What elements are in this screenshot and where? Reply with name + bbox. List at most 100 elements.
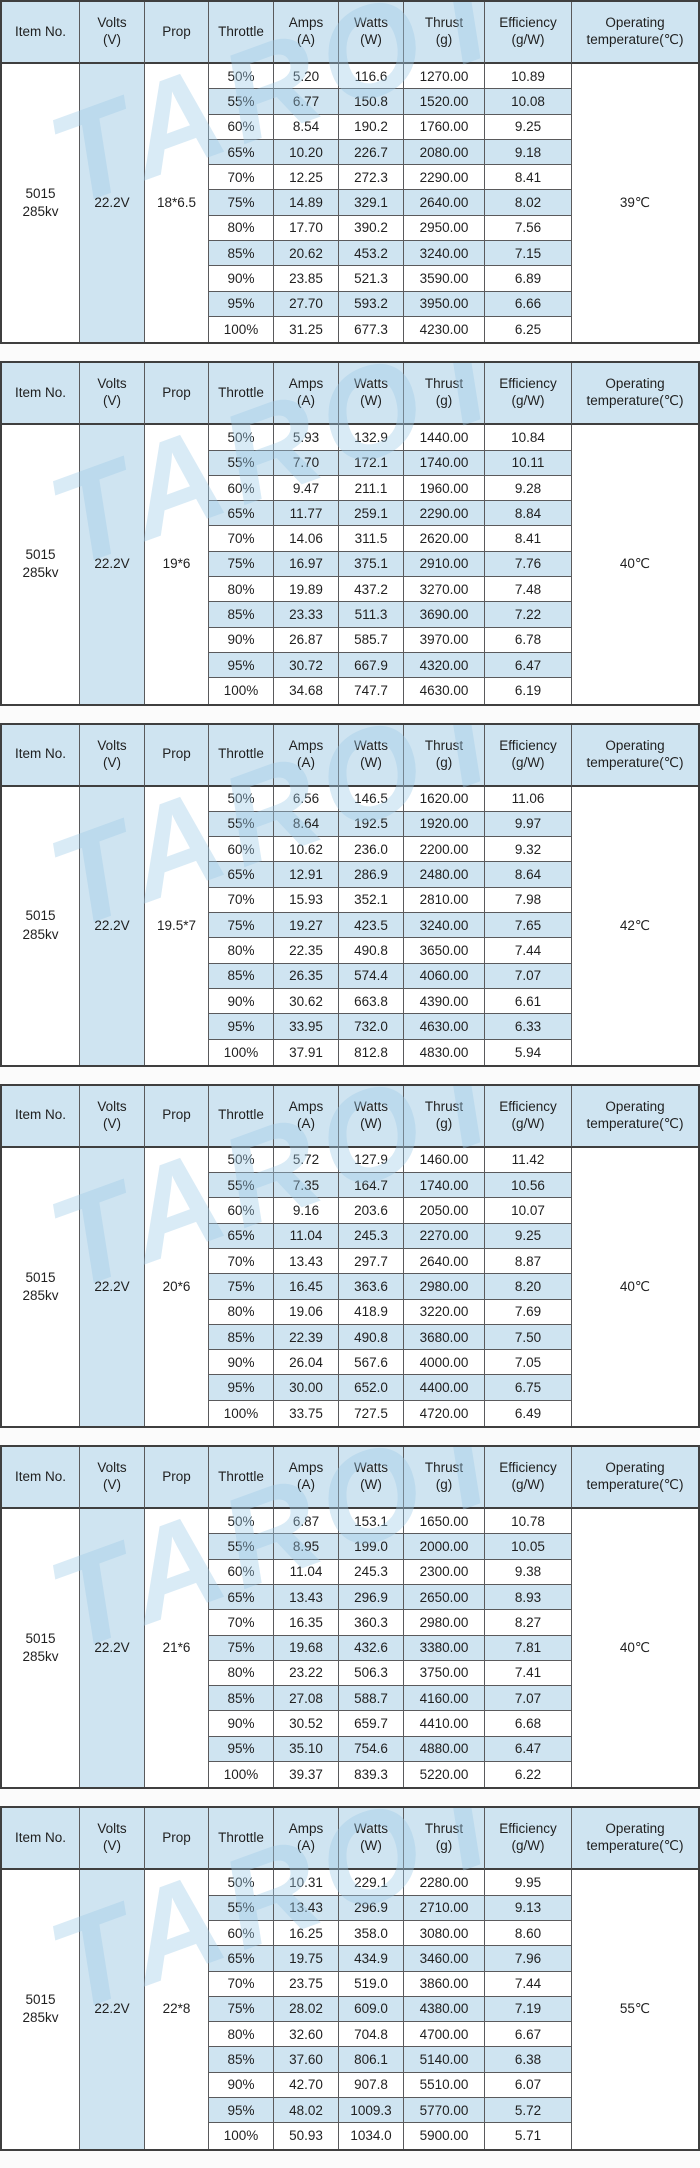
watts-cell: 127.9 bbox=[339, 1147, 404, 1174]
volts-cell: 22.2V bbox=[80, 1509, 145, 1788]
col-header-volts: Volts (V) bbox=[80, 1085, 145, 1148]
efficiency-cell: 9.97 bbox=[485, 811, 572, 838]
amps-cell: 16.45 bbox=[274, 1274, 339, 1300]
col-header-amps-line1: Amps bbox=[288, 376, 324, 392]
efficiency-cell: 5.94 bbox=[485, 1039, 572, 1065]
thrust-cell: 5900.00 bbox=[404, 2123, 485, 2149]
thrust-cell: 2080.00 bbox=[404, 139, 485, 166]
col-header-watts-line2: (W) bbox=[360, 1477, 382, 1493]
col-header-throttle-label: Throttle bbox=[218, 384, 264, 400]
col-header-efficiency-line1: Efficiency bbox=[499, 737, 557, 753]
throttle-cell: 60% bbox=[209, 1198, 274, 1224]
col-header-item-no: Item No. bbox=[2, 1808, 80, 1871]
thrust-cell: 1740.00 bbox=[404, 450, 485, 476]
watts-cell: 190.2 bbox=[339, 114, 404, 140]
watts-cell: 839.3 bbox=[339, 1762, 404, 1788]
col-header-thrust-line1: Thrust bbox=[424, 1460, 464, 1476]
thrust-cell: 3750.00 bbox=[404, 1660, 485, 1687]
throttle-cell: 50% bbox=[209, 1870, 274, 1896]
efficiency-cell: 9.13 bbox=[485, 1895, 572, 1921]
efficiency-cell: 9.32 bbox=[485, 837, 572, 863]
temperature-cell: 40℃ bbox=[572, 425, 698, 703]
item-no-line1: 5015 bbox=[25, 908, 56, 924]
amps-cell: 33.95 bbox=[274, 1014, 339, 1040]
thrust-cell: 4390.00 bbox=[404, 988, 485, 1015]
amps-cell: 42.70 bbox=[274, 2072, 339, 2098]
efficiency-cell: 7.44 bbox=[485, 938, 572, 964]
watts-cell: 203.6 bbox=[339, 1198, 404, 1224]
amps-cell: 8.54 bbox=[274, 114, 339, 140]
throttle-cell: 90% bbox=[209, 988, 274, 1015]
amps-cell: 16.97 bbox=[274, 551, 339, 578]
item-no-line2: 285kv bbox=[22, 1287, 59, 1303]
efficiency-cell: 7.19 bbox=[485, 1996, 572, 2023]
temperature-value: 40℃ bbox=[619, 1640, 651, 1656]
watts-cell: 272.3 bbox=[339, 165, 404, 191]
amps-cell: 7.35 bbox=[274, 1173, 339, 1199]
thrust-cell: 4720.00 bbox=[404, 1400, 485, 1427]
efficiency-cell: 10.07 bbox=[485, 1198, 572, 1224]
col-header-item-no: Item No. bbox=[2, 1085, 80, 1148]
amps-cell: 8.64 bbox=[274, 811, 339, 838]
throttle-cell: 60% bbox=[209, 475, 274, 502]
col-header-amps-line2: (A) bbox=[297, 1115, 315, 1131]
col-header-volts: Volts (V) bbox=[80, 1808, 145, 1871]
watts-cell: 146.5 bbox=[339, 786, 404, 812]
col-header-efficiency: Efficiency (g/W) bbox=[485, 1085, 572, 1148]
col-header-watts-line1: Watts bbox=[353, 1821, 388, 1837]
col-header-amps-line2: (A) bbox=[297, 393, 315, 409]
item-no-cell: 5015 285kv bbox=[2, 1509, 80, 1788]
thrust-cell: 2620.00 bbox=[404, 526, 485, 552]
amps-cell: 5.20 bbox=[274, 64, 339, 90]
col-header-item-no: Item No. bbox=[2, 2, 80, 64]
throttle-cell: 90% bbox=[209, 2072, 274, 2098]
watts-cell: 567.6 bbox=[339, 1350, 404, 1376]
thrust-cell: 2300.00 bbox=[404, 1559, 485, 1585]
volts-value: 22.2V bbox=[94, 556, 130, 572]
amps-cell: 30.52 bbox=[274, 1711, 339, 1737]
col-header-prop-label: Prop bbox=[162, 384, 191, 400]
watts-cell: 659.7 bbox=[339, 1711, 404, 1737]
efficiency-cell: 8.20 bbox=[485, 1274, 572, 1300]
amps-cell: 6.87 bbox=[274, 1509, 339, 1535]
amps-cell: 23.22 bbox=[274, 1660, 339, 1687]
volts-cell: 22.2V bbox=[80, 1870, 145, 2149]
watts-cell: 375.1 bbox=[339, 551, 404, 578]
watts-cell: 588.7 bbox=[339, 1686, 404, 1712]
volts-value: 22.2V bbox=[94, 917, 130, 933]
col-header-operating-temperature: Operating temperature(℃) bbox=[572, 1085, 698, 1148]
throttle-cell: 55% bbox=[209, 1534, 274, 1560]
throttle-cell: 95% bbox=[209, 291, 274, 317]
efficiency-cell: 7.76 bbox=[485, 551, 572, 578]
throttle-cell: 50% bbox=[209, 1147, 274, 1174]
amps-cell: 22.39 bbox=[274, 1324, 339, 1351]
col-header-prop: Prop bbox=[145, 1085, 209, 1148]
throttle-cell: 65% bbox=[209, 139, 274, 166]
efficiency-cell: 6.68 bbox=[485, 1711, 572, 1737]
prop-value: 19*6 bbox=[162, 556, 191, 572]
volts-value: 22.2V bbox=[94, 195, 130, 211]
col-header-operating-temperature: Operating temperature(℃) bbox=[572, 1808, 698, 1871]
throttle-cell: 100% bbox=[209, 1400, 274, 1427]
col-header-amps-line1: Amps bbox=[288, 737, 324, 753]
thrust-cell: 4630.00 bbox=[404, 1014, 485, 1040]
thrust-cell: 1650.00 bbox=[404, 1509, 485, 1535]
col-header-amps: Amps (A) bbox=[274, 363, 339, 426]
col-header-throttle: Throttle bbox=[209, 1085, 274, 1148]
efficiency-cell: 6.66 bbox=[485, 291, 572, 317]
efficiency-cell: 10.84 bbox=[485, 425, 572, 451]
col-header-volts-line1: Volts bbox=[97, 1460, 127, 1476]
col-header-throttle-label: Throttle bbox=[218, 746, 264, 762]
item-no-cell: 5015 285kv bbox=[2, 1147, 80, 1427]
efficiency-cell: 7.69 bbox=[485, 1299, 572, 1325]
thrust-cell: 2910.00 bbox=[404, 551, 485, 578]
efficiency-cell: 6.67 bbox=[485, 2022, 572, 2048]
throttle-cell: 70% bbox=[209, 887, 274, 914]
efficiency-cell: 6.78 bbox=[485, 627, 572, 653]
col-header-prop: Prop bbox=[145, 363, 209, 426]
thrust-cell: 3590.00 bbox=[404, 266, 485, 292]
col-header-throttle: Throttle bbox=[209, 1447, 274, 1510]
throttle-cell: 70% bbox=[209, 1971, 274, 1997]
col-header-efficiency-line1: Efficiency bbox=[499, 1821, 557, 1837]
efficiency-cell: 11.42 bbox=[485, 1147, 572, 1174]
